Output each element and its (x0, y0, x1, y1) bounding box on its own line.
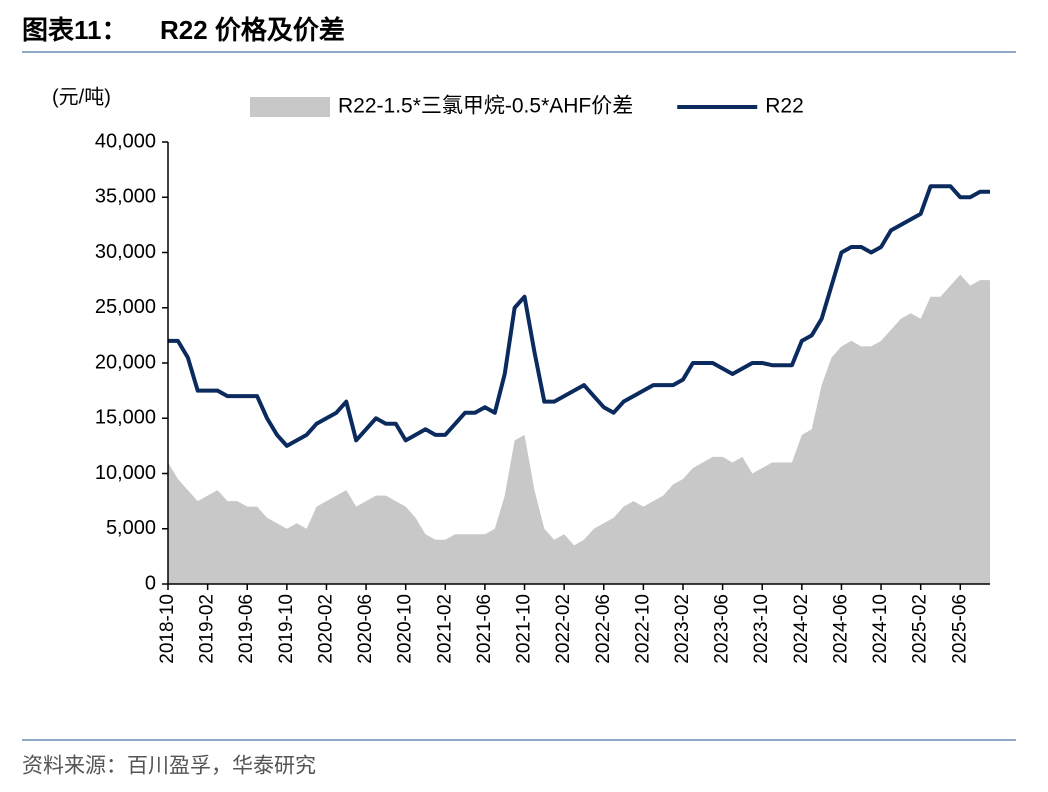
y-unit: (元/吨) (52, 85, 111, 108)
x-tick-label: 2021-06 (474, 594, 495, 664)
x-tick-label: 2020-06 (355, 594, 376, 664)
x-tick-label: 2021-10 (514, 594, 535, 664)
x-tick-label: 2019-02 (197, 594, 218, 664)
x-tick-label: 2018-10 (157, 594, 178, 664)
y-tick-label: 25,000 (95, 296, 156, 318)
x-tick-label: 2025-02 (910, 594, 931, 664)
x-tick-label: 2019-10 (276, 594, 297, 664)
source: 资料来源：百川盈孚，华泰研究 (22, 755, 316, 778)
line (168, 184, 990, 448)
x-tick-label: 2024-06 (830, 594, 851, 664)
x-tick-label: 2019-06 (236, 594, 257, 664)
figure-label: 图表11： (22, 15, 128, 45)
legend-swatch (250, 97, 330, 117)
x-tick-label: 2022-10 (632, 594, 653, 664)
chart-title: R22 价格及价差 (160, 15, 345, 45)
y-tick-label: 10,000 (95, 462, 156, 484)
y-tick-label: 40,000 (95, 130, 156, 152)
x-tick-label: 2023-10 (751, 594, 772, 664)
legend-label: R22 (765, 95, 804, 118)
y-tick-label: 30,000 (95, 241, 156, 263)
x-tick-label: 2024-02 (791, 594, 812, 664)
x-tick-label: 2022-06 (593, 594, 614, 664)
y-tick-label: 0 (145, 572, 156, 594)
x-tick-label: 2020-02 (315, 594, 336, 664)
x-tick-label: 2021-02 (434, 594, 455, 664)
legend-label: R22-1.5*三氯甲烷-0.5*AHF价差 (338, 95, 633, 118)
area (168, 274, 990, 584)
y-tick-label: 20,000 (95, 351, 156, 373)
x-tick-label: 2024-10 (870, 594, 891, 664)
y-tick-label: 35,000 (95, 186, 156, 208)
x-tick-label: 2025-06 (949, 594, 970, 664)
y-tick-label: 15,000 (95, 407, 156, 429)
x-tick-label: 2023-02 (672, 594, 693, 664)
x-tick-label: 2023-06 (712, 594, 733, 664)
x-tick-label: 2022-02 (553, 594, 574, 664)
x-tick-label: 2020-10 (395, 594, 416, 664)
y-tick-label: 5,000 (106, 517, 156, 539)
